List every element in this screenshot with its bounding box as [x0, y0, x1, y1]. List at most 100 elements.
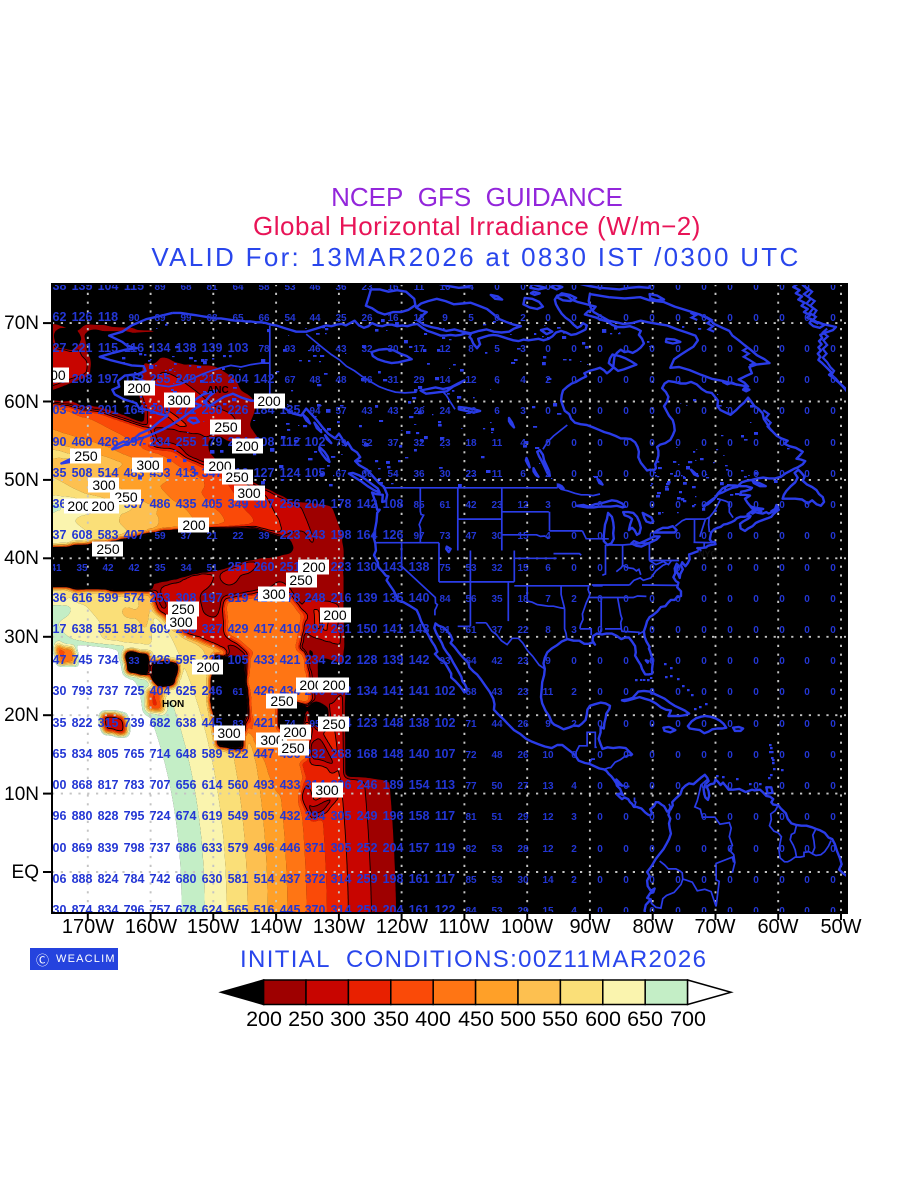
svg-text:2: 2	[571, 719, 577, 730]
svg-text:0: 0	[701, 375, 707, 386]
svg-text:84: 84	[439, 594, 451, 605]
svg-text:13: 13	[413, 313, 425, 324]
svg-text:157: 157	[409, 841, 430, 855]
svg-text:714: 714	[150, 747, 171, 761]
svg-text:0: 0	[804, 406, 810, 417]
svg-text:50W: 50W	[820, 916, 861, 938]
svg-text:0: 0	[649, 875, 655, 886]
svg-text:624: 624	[202, 903, 223, 917]
svg-text:112: 112	[280, 435, 300, 449]
svg-text:11: 11	[492, 469, 503, 480]
svg-text:119: 119	[435, 841, 455, 855]
svg-text:204: 204	[383, 841, 404, 855]
svg-text:2: 2	[571, 594, 577, 605]
svg-text:78: 78	[258, 344, 270, 355]
svg-text:248: 248	[305, 591, 326, 605]
svg-text:135: 135	[383, 591, 404, 605]
svg-text:0: 0	[649, 906, 655, 917]
svg-text:85: 85	[413, 500, 425, 511]
svg-text:0: 0	[545, 313, 551, 324]
svg-text:164: 164	[124, 403, 145, 417]
svg-text:26: 26	[413, 406, 425, 417]
svg-text:0: 0	[701, 750, 707, 761]
svg-text:0: 0	[804, 875, 810, 886]
svg-text:0: 0	[804, 719, 810, 730]
svg-text:737: 737	[150, 841, 171, 855]
svg-text:138: 138	[409, 560, 430, 574]
svg-text:0: 0	[727, 844, 733, 855]
svg-text:460: 460	[72, 435, 93, 449]
svg-text:44: 44	[309, 313, 321, 324]
svg-text:2: 2	[571, 687, 577, 698]
svg-text:300: 300	[260, 732, 284, 748]
svg-text:0: 0	[804, 687, 810, 698]
svg-text:200: 200	[246, 1007, 282, 1031]
svg-text:42: 42	[128, 563, 140, 574]
svg-text:447: 447	[254, 747, 275, 761]
svg-text:0: 0	[701, 906, 707, 917]
svg-text:505: 505	[254, 809, 275, 823]
svg-text:115: 115	[124, 279, 144, 293]
svg-text:4: 4	[520, 375, 526, 386]
svg-text:44: 44	[491, 719, 503, 730]
svg-text:8: 8	[545, 625, 551, 636]
svg-text:117: 117	[435, 809, 455, 823]
svg-text:83: 83	[232, 719, 244, 730]
svg-text:0: 0	[830, 531, 836, 542]
svg-text:822: 822	[72, 716, 93, 730]
svg-text:0: 0	[649, 656, 655, 667]
svg-text:0: 0	[804, 313, 810, 324]
svg-text:116: 116	[124, 341, 144, 355]
svg-text:707: 707	[150, 778, 171, 792]
svg-text:16: 16	[387, 282, 399, 293]
svg-text:0: 0	[649, 469, 655, 480]
svg-text:0: 0	[701, 719, 707, 730]
svg-text:0: 0	[623, 563, 629, 574]
svg-text:140W: 140W	[250, 916, 302, 938]
svg-text:164: 164	[357, 528, 378, 542]
svg-text:54: 54	[387, 469, 399, 480]
svg-text:198: 198	[331, 528, 352, 542]
svg-text:0: 0	[830, 656, 836, 667]
svg-text:0: 0	[830, 438, 836, 449]
svg-text:250: 250	[171, 601, 195, 617]
svg-text:0: 0	[597, 812, 603, 823]
svg-text:33: 33	[128, 656, 140, 667]
svg-text:91: 91	[439, 625, 451, 636]
svg-text:0: 0	[623, 687, 629, 698]
svg-text:0: 0	[597, 500, 603, 511]
svg-text:48: 48	[335, 375, 347, 386]
svg-text:0: 0	[779, 594, 785, 605]
svg-text:0: 0	[830, 875, 836, 886]
svg-text:85: 85	[465, 875, 477, 886]
svg-text:0: 0	[675, 750, 681, 761]
svg-text:200: 200	[302, 559, 326, 575]
svg-text:0: 0	[571, 500, 577, 511]
svg-text:0: 0	[753, 625, 759, 636]
svg-text:143: 143	[409, 622, 430, 636]
svg-text:200: 200	[127, 380, 151, 396]
svg-text:636: 636	[46, 497, 67, 511]
svg-text:745: 745	[72, 653, 93, 667]
svg-text:617: 617	[46, 622, 67, 636]
svg-text:0: 0	[779, 625, 785, 636]
svg-text:633: 633	[202, 841, 223, 855]
svg-text:42: 42	[102, 563, 114, 574]
svg-text:0: 0	[623, 719, 629, 730]
svg-text:650: 650	[627, 1007, 663, 1031]
svg-text:739: 739	[124, 716, 145, 730]
svg-text:0: 0	[727, 656, 733, 667]
svg-text:900: 900	[46, 841, 67, 855]
svg-text:0: 0	[830, 469, 836, 480]
svg-text:27: 27	[517, 781, 529, 792]
svg-text:0: 0	[830, 500, 836, 511]
svg-text:0: 0	[727, 781, 733, 792]
svg-text:42: 42	[491, 656, 503, 667]
svg-text:0: 0	[830, 687, 836, 698]
svg-text:23: 23	[361, 282, 373, 293]
svg-text:70N: 70N	[4, 313, 39, 334]
svg-text:178: 178	[331, 497, 352, 511]
svg-text:834: 834	[98, 903, 119, 917]
svg-text:0: 0	[623, 594, 629, 605]
svg-text:11: 11	[492, 438, 503, 449]
